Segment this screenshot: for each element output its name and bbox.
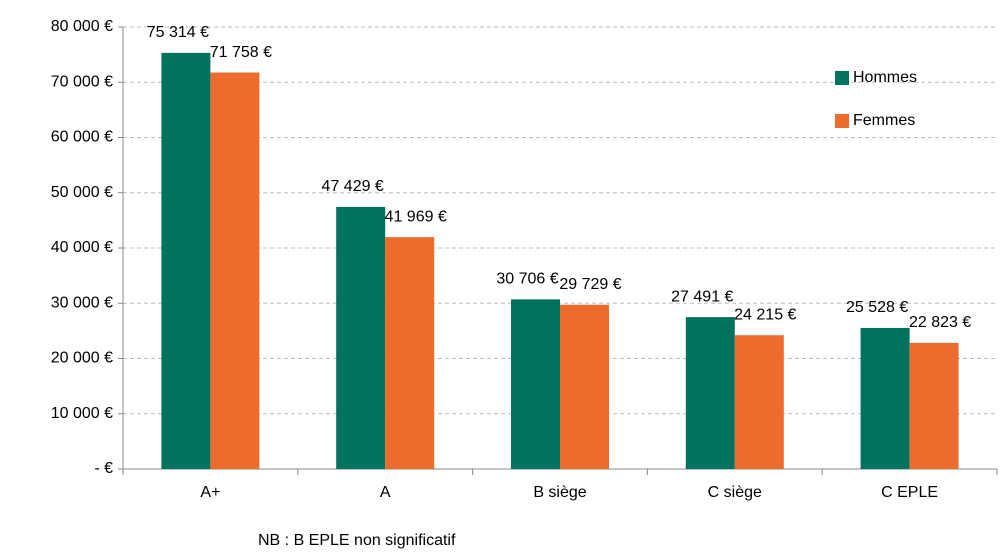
data-label: 71 758 € — [210, 44, 272, 61]
data-label: 29 729 € — [559, 276, 621, 293]
note: NB : B EPLE non significatif — [258, 532, 456, 549]
data-label: 30 706 € — [496, 271, 558, 288]
x-tick-label: A — [380, 484, 391, 501]
legend-swatch — [835, 114, 849, 128]
y-tick-label: 60 000 € — [51, 129, 113, 146]
bar — [210, 72, 260, 469]
bar — [560, 304, 609, 469]
y-tick-label: 70 000 € — [51, 73, 113, 90]
bar — [909, 342, 959, 469]
x-tick-label: A+ — [200, 484, 220, 501]
data-label: 24 215 € — [734, 306, 796, 323]
legend-swatch — [835, 71, 849, 85]
y-tick-label: 40 000 € — [51, 239, 113, 256]
y-tick-label: 20 000 € — [51, 350, 113, 367]
legend-label: Hommes — [853, 69, 917, 86]
bar — [860, 327, 910, 469]
x-tick-label: B siège — [533, 484, 586, 501]
bar — [511, 299, 560, 469]
bar — [685, 317, 735, 469]
data-label: 41 969 € — [385, 208, 447, 225]
x-tick-label: C EPLE — [881, 484, 938, 501]
bar — [161, 52, 211, 470]
legend-label: Femmes — [853, 112, 915, 129]
y-tick-label: 80 000 € — [51, 18, 113, 35]
data-label: 22 823 € — [909, 314, 971, 331]
x-tick-label: C siège — [708, 484, 762, 501]
data-label: 25 528 € — [846, 299, 908, 316]
bar — [385, 237, 435, 469]
data-label: 27 491 € — [671, 288, 733, 305]
y-tick-label: 30 000 € — [51, 294, 113, 311]
bar — [336, 206, 386, 469]
data-label: 47 429 € — [322, 178, 384, 195]
y-tick-label: 10 000 € — [51, 405, 113, 422]
data-label: 75 314 € — [147, 24, 209, 41]
y-tick-label: - € — [94, 460, 113, 477]
y-tick-label: 50 000 € — [51, 184, 113, 201]
bar — [734, 335, 784, 469]
